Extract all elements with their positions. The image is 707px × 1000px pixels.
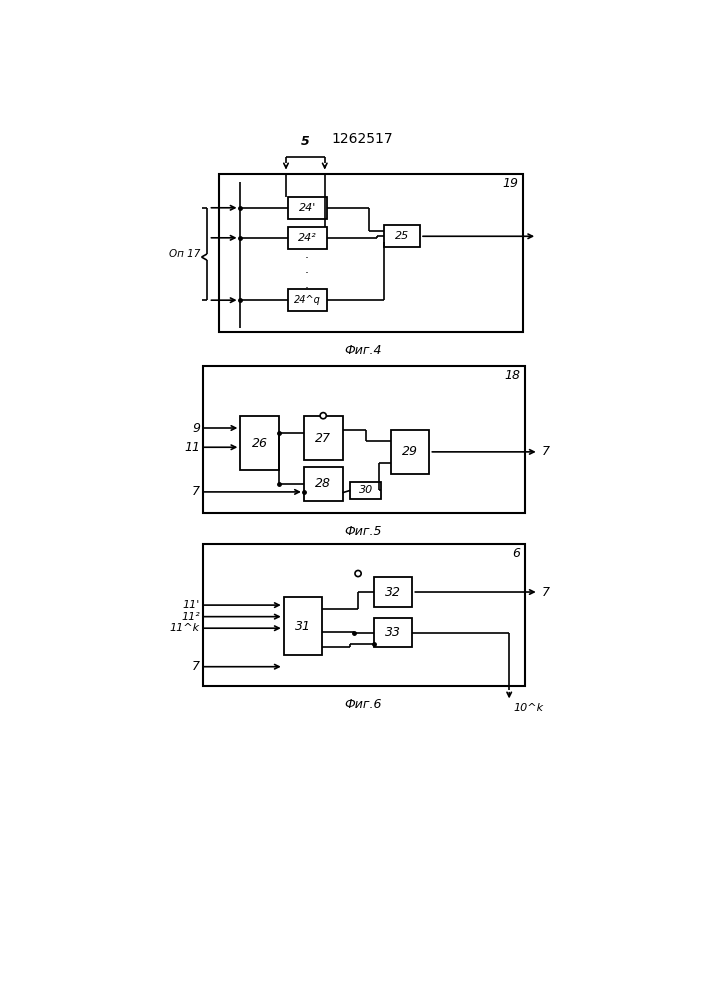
Text: 5: 5	[301, 135, 310, 148]
Text: Фиг.4: Фиг.4	[344, 344, 382, 357]
Text: 18: 18	[504, 369, 520, 382]
Text: 25: 25	[395, 231, 409, 241]
Bar	[304, 466, 343, 501]
Bar	[373, 618, 412, 647]
Bar	[351, 482, 381, 499]
Text: Оп 17: Оп 17	[168, 249, 200, 259]
Bar	[288, 289, 327, 311]
Text: 7: 7	[192, 485, 200, 498]
Text: 11^k: 11^k	[170, 623, 200, 633]
Circle shape	[355, 570, 361, 577]
Text: 32: 32	[385, 586, 401, 599]
Text: 19: 19	[503, 177, 518, 190]
Text: 31: 31	[295, 620, 311, 633]
Text: 7: 7	[192, 660, 200, 673]
Bar	[288, 227, 327, 249]
Bar	[385, 225, 420, 247]
Bar	[391, 430, 429, 474]
Text: 11²: 11²	[181, 612, 200, 622]
Text: 24': 24'	[299, 203, 316, 213]
Bar	[240, 416, 279, 470]
Text: 24^q: 24^q	[294, 295, 321, 305]
Text: 11': 11'	[182, 600, 200, 610]
Text: 10^k: 10^k	[513, 703, 543, 713]
Bar	[304, 416, 343, 460]
Text: Фиг.6: Фиг.6	[344, 698, 382, 711]
Text: 24²: 24²	[298, 233, 317, 243]
Text: 7: 7	[542, 445, 550, 458]
Bar	[218, 174, 523, 332]
Bar	[203, 366, 525, 513]
Text: ·
·
·: · · ·	[304, 252, 308, 296]
Text: 11: 11	[184, 441, 200, 454]
Circle shape	[320, 413, 327, 419]
Bar	[203, 544, 525, 686]
Bar	[288, 197, 327, 219]
Bar	[284, 597, 322, 655]
Text: 26: 26	[252, 437, 268, 450]
Text: 33: 33	[385, 626, 401, 639]
Text: 27: 27	[315, 432, 331, 445]
Text: 30: 30	[358, 485, 373, 495]
Text: 28: 28	[315, 477, 331, 490]
Text: Фиг.5: Фиг.5	[344, 525, 382, 538]
Text: 29: 29	[402, 445, 418, 458]
Text: 9: 9	[192, 422, 200, 434]
Text: 6: 6	[512, 547, 520, 560]
Bar	[373, 577, 412, 607]
Text: 1262517: 1262517	[332, 132, 394, 146]
Text: 7: 7	[542, 586, 550, 599]
